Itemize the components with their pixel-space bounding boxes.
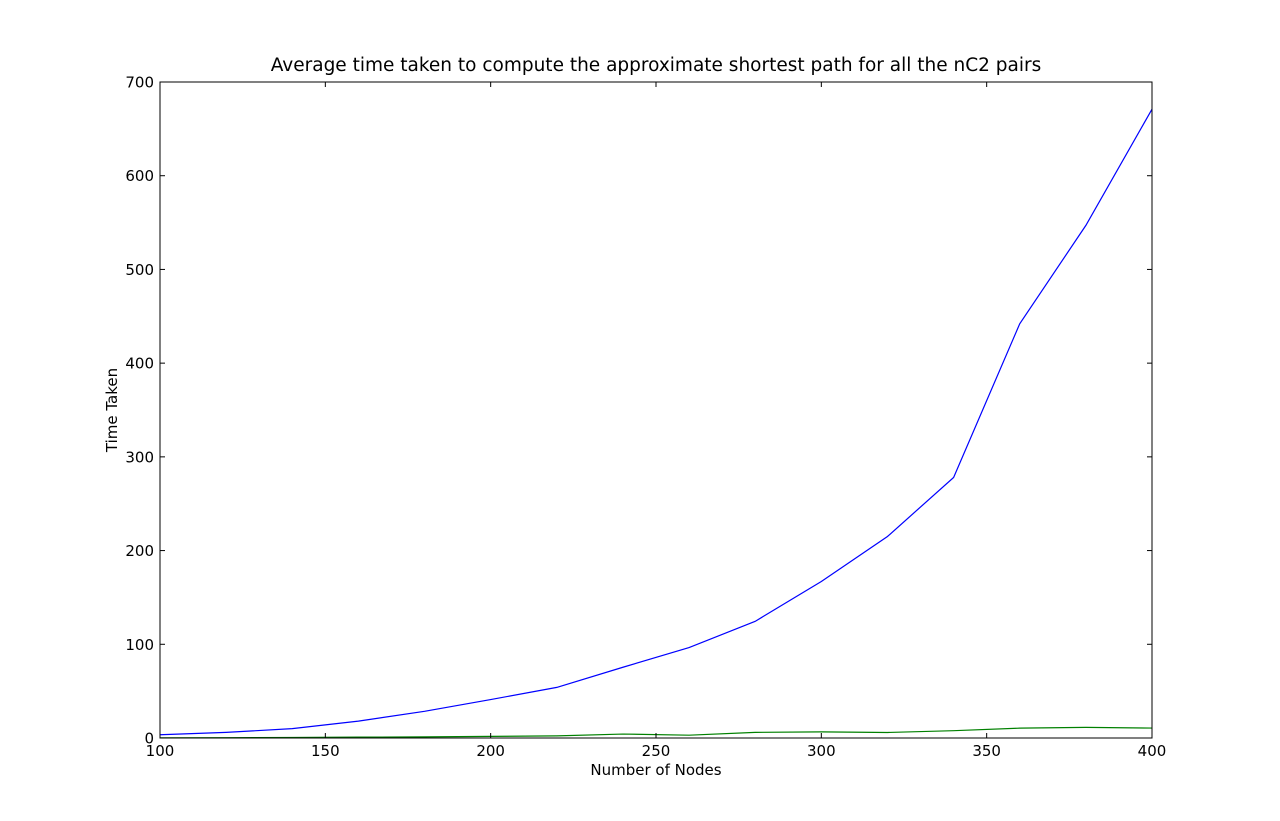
x-tick-label: 250 xyxy=(642,742,671,760)
y-tick-label: 200 xyxy=(125,542,154,560)
y-tick-label: 0 xyxy=(144,730,154,748)
x-tick-label: 350 xyxy=(972,742,1001,760)
y-axis-title: Time Taken xyxy=(103,368,121,453)
chart-title: Average time taken to compute the approx… xyxy=(271,55,1042,76)
y-tick-label: 600 xyxy=(125,167,154,185)
x-tick-label: 300 xyxy=(807,742,836,760)
y-tick-label: 400 xyxy=(125,355,154,373)
x-tick-label: 400 xyxy=(1138,742,1167,760)
x-tick-label: 150 xyxy=(311,742,340,760)
y-tick-label: 300 xyxy=(125,448,154,466)
y-tick-label: 100 xyxy=(125,636,154,654)
x-axis: 100 150 200 250 300 350 400 xyxy=(146,82,1167,760)
series-line-1 xyxy=(159,108,1153,736)
y-axis: 0 100 200 300 400 500 600 700 xyxy=(125,74,1152,748)
y-tick-label: 500 xyxy=(125,261,154,279)
x-tick-label: 100 xyxy=(146,742,175,760)
x-tick-label: 200 xyxy=(476,742,505,760)
x-axis-title: Number of Nodes xyxy=(590,761,721,779)
y-tick-label: 700 xyxy=(125,74,154,92)
